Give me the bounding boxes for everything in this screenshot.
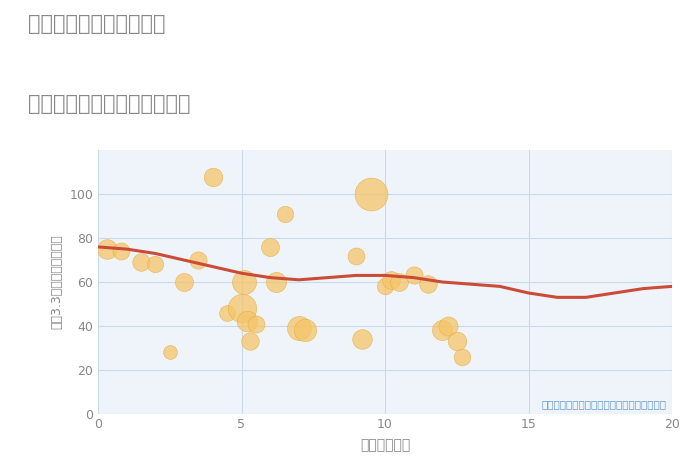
Point	[116, 248, 127, 255]
Point	[356, 335, 368, 343]
Y-axis label: 坪（3.3㎡）単価（万円）: 坪（3.3㎡）単価（万円）	[50, 235, 64, 329]
Point	[239, 278, 250, 286]
Point	[241, 318, 253, 325]
Point	[222, 309, 233, 316]
Text: 駅距離別中古マンション価格: 駅距離別中古マンション価格	[28, 94, 190, 114]
Point	[293, 324, 304, 332]
Point	[136, 258, 147, 266]
Point	[299, 327, 310, 334]
Point	[193, 256, 204, 264]
Point	[379, 282, 391, 290]
Point	[164, 348, 175, 356]
Text: 三重県伊賀市上野魚町の: 三重県伊賀市上野魚町の	[28, 14, 165, 34]
Point	[101, 245, 112, 253]
Point	[270, 278, 281, 286]
Point	[423, 281, 434, 288]
Text: 円の大きさは、取引のあった物件面積を示す: 円の大きさは、取引のあった物件面積を示す	[541, 399, 666, 409]
Point	[279, 210, 290, 218]
Point	[365, 190, 377, 198]
Point	[244, 337, 256, 345]
X-axis label: 駅距離（分）: 駅距離（分）	[360, 439, 410, 453]
Point	[150, 261, 161, 268]
Point	[437, 327, 448, 334]
Point	[236, 305, 247, 312]
Point	[393, 278, 405, 286]
Point	[207, 173, 218, 180]
Point	[442, 322, 454, 329]
Point	[265, 243, 276, 251]
Point	[452, 337, 463, 345]
Point	[385, 276, 396, 283]
Point	[251, 320, 262, 328]
Point	[408, 272, 419, 279]
Point	[457, 353, 468, 360]
Point	[178, 278, 190, 286]
Point	[351, 252, 362, 259]
